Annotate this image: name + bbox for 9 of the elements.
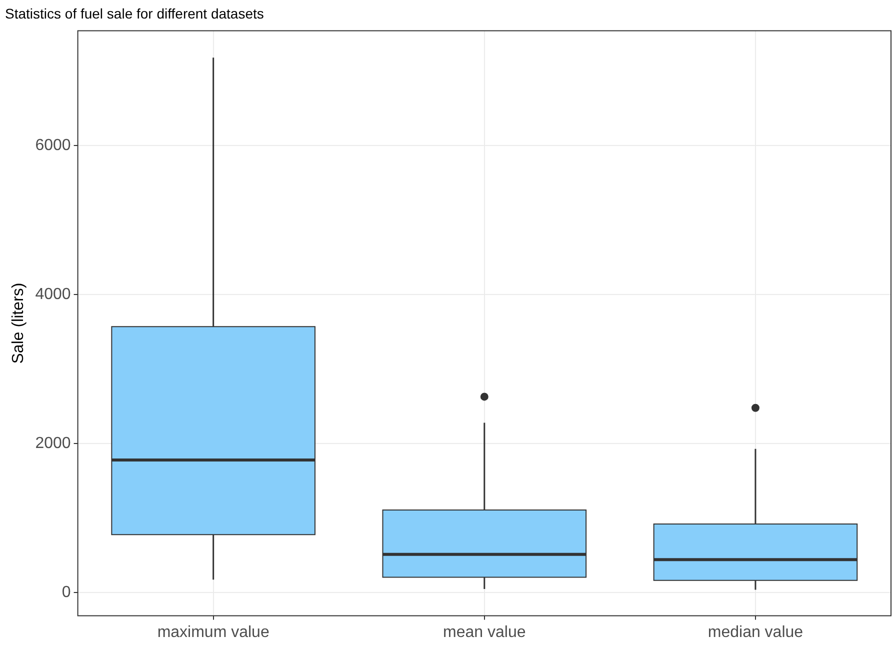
y-tick-label: 2000	[35, 435, 71, 452]
y-axis-title: Sale (liters)	[10, 282, 28, 364]
y-tick-label: 0	[62, 584, 71, 602]
y-tick-label: 4000	[35, 286, 71, 304]
chart-title: Statistics of fuel sale for different datasets	[5, 5, 264, 22]
x-tick-label: median value	[708, 624, 804, 641]
y-tick-label: 6000	[35, 136, 71, 154]
x-tick-label: mean value	[443, 624, 526, 641]
x-tick-label: maximum value	[157, 624, 270, 641]
